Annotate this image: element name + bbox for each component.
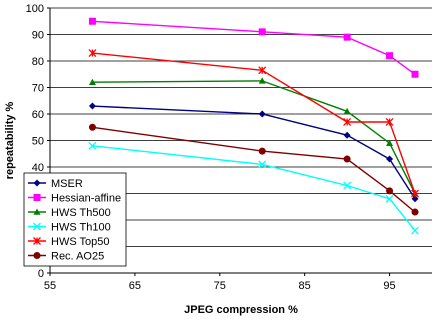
- data-point: [343, 181, 352, 190]
- legend-entry: HWS Th500: [28, 207, 111, 219]
- legend: MSER Hessian-affine HWS Th500 HWS Th100 HWS …: [23, 172, 127, 267]
- y-tick-label: 90: [32, 30, 44, 42]
- data-point: [258, 160, 267, 169]
- series-line: [92, 145, 416, 232]
- series-0: [88, 102, 419, 203]
- data-point: [343, 33, 351, 41]
- series-5: [88, 123, 419, 216]
- series-1: [88, 17, 419, 78]
- series-line: [92, 126, 416, 213]
- y-tick-label: 80: [32, 56, 44, 68]
- data-point: [33, 194, 41, 201]
- y-tick-label: 50: [32, 136, 44, 148]
- data-point: [411, 189, 419, 198]
- data-point: [88, 78, 96, 85]
- data-point: [258, 110, 266, 118]
- data-point: [386, 52, 394, 60]
- legend-entry: Rec. AO25: [28, 251, 104, 263]
- x-tick-label: 95: [383, 280, 395, 292]
- series-line: [92, 80, 416, 194]
- y-tick-label: 60: [32, 109, 44, 121]
- data-point: [411, 226, 419, 235]
- data-point: [88, 141, 97, 150]
- data-point: [88, 102, 96, 110]
- data-point: [385, 194, 394, 203]
- series-group: [88, 17, 419, 235]
- data-point: [33, 237, 41, 245]
- data-point: [386, 139, 394, 146]
- data-point: [33, 252, 41, 259]
- data-point: [258, 66, 267, 75]
- data-point: [386, 155, 394, 163]
- data-point: [33, 222, 41, 231]
- legend-box: [23, 172, 127, 267]
- data-point: [258, 147, 266, 155]
- data-point: [343, 155, 351, 163]
- data-point: [258, 77, 266, 84]
- data-point: [343, 131, 351, 139]
- x-tick-label: 65: [129, 280, 141, 292]
- legend-entry: HWS Top50: [28, 236, 110, 248]
- data-point: [88, 17, 96, 25]
- y-tick-label: 100: [26, 3, 44, 15]
- series-3: [88, 141, 419, 235]
- y-tick-label: 0: [38, 268, 44, 280]
- series-2: [88, 77, 419, 197]
- x-tick-label: 55: [44, 280, 56, 292]
- data-point: [411, 195, 419, 203]
- legend-label: HWS Th100: [51, 222, 111, 234]
- data-point: [33, 208, 41, 215]
- x-tick-label: 85: [299, 280, 311, 292]
- data-point: [33, 179, 41, 187]
- series-line: [92, 20, 416, 75]
- legend-label: MSER: [51, 178, 83, 190]
- data-point: [88, 123, 96, 131]
- data-point: [411, 208, 419, 216]
- data-point: [88, 49, 97, 58]
- legend-label: Hessian-affine: [51, 193, 121, 205]
- legend-label: HWS Top50: [51, 236, 110, 248]
- y-tick-label: 70: [32, 83, 44, 95]
- data-point: [343, 117, 352, 126]
- y-tick-label: 40: [32, 162, 44, 174]
- x-axis-title: JPEG compression %: [184, 304, 298, 316]
- legend-entry: MSER: [28, 178, 83, 190]
- y-axis-title: repeatability %: [4, 101, 16, 179]
- legend-label: Rec. AO25: [51, 251, 104, 263]
- x-tick-label: 75: [214, 280, 226, 292]
- data-point: [258, 28, 266, 36]
- data-point: [386, 187, 394, 195]
- data-point: [343, 107, 351, 115]
- data-point: [385, 117, 394, 126]
- legend-entry: Hessian-affine: [28, 193, 121, 205]
- data-point: [411, 70, 419, 78]
- series-line: [92, 105, 416, 200]
- legend-label: HWS Th500: [51, 207, 111, 219]
- legend-entry: HWS Th100: [28, 222, 111, 234]
- series-line: [92, 52, 416, 194]
- series-4: [88, 49, 419, 198]
